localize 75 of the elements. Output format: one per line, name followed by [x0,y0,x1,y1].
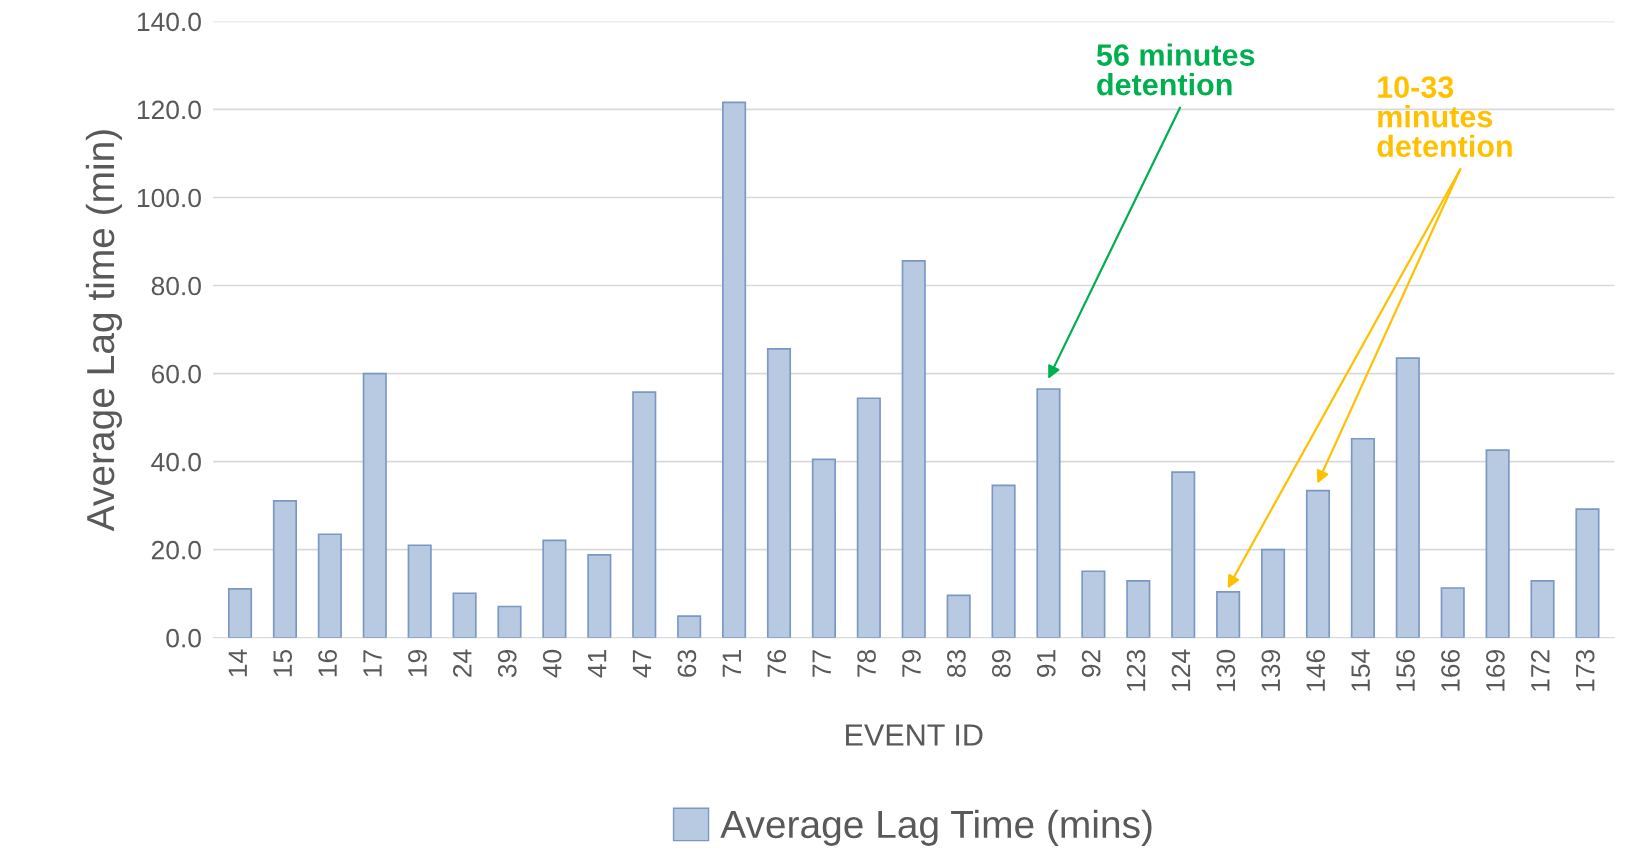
x-tick-label: 19 [408,650,427,677]
bar [1395,357,1420,638]
y-tick-label: 40.0 [151,452,201,472]
x-tick-label: 77 [812,650,831,677]
annotation: 10-33 minutes detention [1377,76,1512,158]
y-axis-title: Average Lag time (min) [85,130,123,532]
x-tick-label: 41 [588,650,607,678]
x-tick-label: 124 [1171,649,1191,691]
bar [811,458,836,638]
x-tick-label: 123 [1126,649,1146,691]
x-tick-label: 139 [1261,650,1281,691]
bar [766,348,792,638]
annotation: 56 minutes detention [1096,43,1255,96]
x-tick-label: 39 [497,650,517,678]
bar [946,594,971,638]
bar [1036,388,1061,638]
y-tick-label: 140.0 [137,12,201,32]
bar [1485,449,1510,638]
x-tick-label: 17 [363,650,382,677]
x-tick-label: 166 [1441,649,1460,691]
y-tick-label: 80.0 [151,276,201,296]
x-tick-label: 63 [677,649,697,677]
x-tick-label: 173 [1575,649,1595,691]
x-tick-label: 40 [542,649,562,678]
bar [587,554,612,638]
x-axis-title: EVENT ID [846,724,983,746]
bar [1440,587,1465,638]
x-tick-label: 130 [1216,649,1236,691]
x-tick-label: 83 [947,649,966,678]
x-tick-label: 79 [902,650,921,677]
x-tick-label: 16 [318,649,337,677]
bar [542,539,567,638]
bar [497,605,522,638]
x-tick-label: 78 [857,649,876,677]
bar [317,533,342,638]
x-tick-label: 15 [273,649,293,677]
bar [1350,437,1375,638]
legend-label: Average Lag Time (mins) [720,809,1152,846]
bar [1216,591,1241,638]
x-tick-label: 76 [767,649,787,677]
x-tick-label: 172 [1530,650,1550,691]
x-tick-label: 156 [1396,649,1415,691]
bar [407,544,432,638]
x-tick-label: 91 [1036,650,1056,677]
bar [677,615,702,638]
bar [452,592,477,638]
bar [856,397,881,638]
x-tick-label: 47 [632,650,652,678]
bar [1575,508,1600,638]
y-tick-label: 120.0 [137,100,201,120]
bar [1081,570,1106,638]
x-tick-label: 14 [228,649,247,677]
y-tick-label: 20.0 [151,540,201,560]
x-tick-label: 71 [722,650,741,677]
bar [722,101,747,638]
bar [901,260,926,638]
x-tick-label: 89 [991,650,1011,678]
x-tick-label: 154 [1351,649,1370,691]
x-tick-label: 146 [1306,649,1326,691]
bar [1126,580,1151,638]
y-tick-label: 60.0 [151,364,201,384]
bar [632,391,657,638]
x-tick-label: 24 [452,649,472,677]
bar [362,372,387,638]
bar [1260,548,1286,638]
bar [272,499,297,638]
bar [1171,471,1196,638]
bar [1530,580,1555,638]
x-tick-label: 92 [1081,650,1101,677]
bar [227,588,253,638]
bar [1305,489,1331,638]
bar [991,484,1016,638]
y-tick-label: 100.0 [137,188,201,208]
x-tick-label: 169 [1486,650,1505,691]
y-tick-label: 0.0 [166,628,201,648]
